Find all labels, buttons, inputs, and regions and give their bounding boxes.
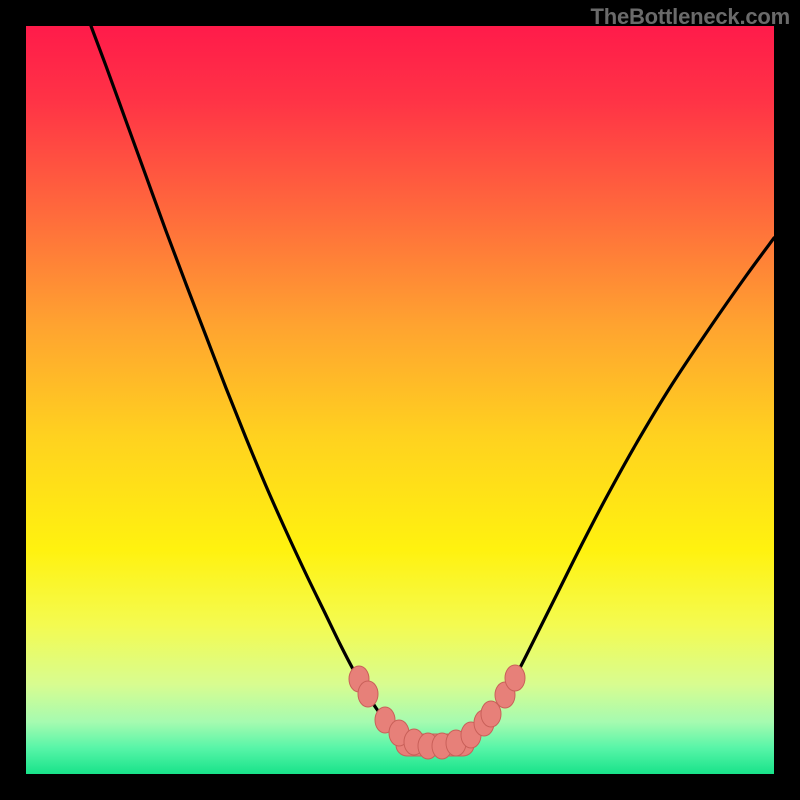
chart-svg: [26, 26, 774, 774]
chart-frame: TheBottleneck.com: [0, 0, 800, 800]
curve-marker: [358, 681, 378, 707]
plot-area: [26, 26, 774, 774]
watermark-text: TheBottleneck.com: [590, 4, 790, 30]
curve-marker: [505, 665, 525, 691]
